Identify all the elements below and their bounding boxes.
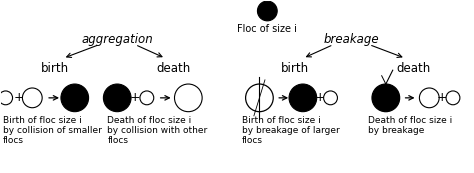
Circle shape [372,84,400,112]
Circle shape [22,88,42,108]
Circle shape [140,91,154,105]
Circle shape [289,84,317,112]
Text: death: death [156,62,191,75]
Text: Floc of size i: Floc of size i [237,24,297,34]
Circle shape [246,84,273,112]
Circle shape [446,91,460,105]
Circle shape [61,84,89,112]
Circle shape [257,1,277,21]
Text: Birth of floc size i
by collision of smaller
flocs: Birth of floc size i by collision of sma… [3,116,101,145]
Circle shape [103,84,131,112]
Circle shape [324,91,337,105]
Text: +: + [437,91,447,104]
Text: birth: birth [41,62,69,75]
Text: Death of floc size i
by collision with other
flocs: Death of floc size i by collision with o… [107,116,208,145]
Text: breakage: breakage [323,33,379,46]
Text: Death of floc size i
by breakage: Death of floc size i by breakage [368,116,452,135]
Circle shape [419,88,439,108]
Text: birth: birth [281,62,309,75]
Circle shape [0,91,12,105]
Text: +: + [13,91,24,104]
Text: death: death [396,62,430,75]
Circle shape [174,84,202,112]
Text: +: + [314,91,325,104]
Text: +: + [130,91,140,104]
Text: aggregation: aggregation [82,33,153,46]
Text: Birth of floc size i
by breakage of larger
flocs: Birth of floc size i by breakage of larg… [242,116,339,145]
